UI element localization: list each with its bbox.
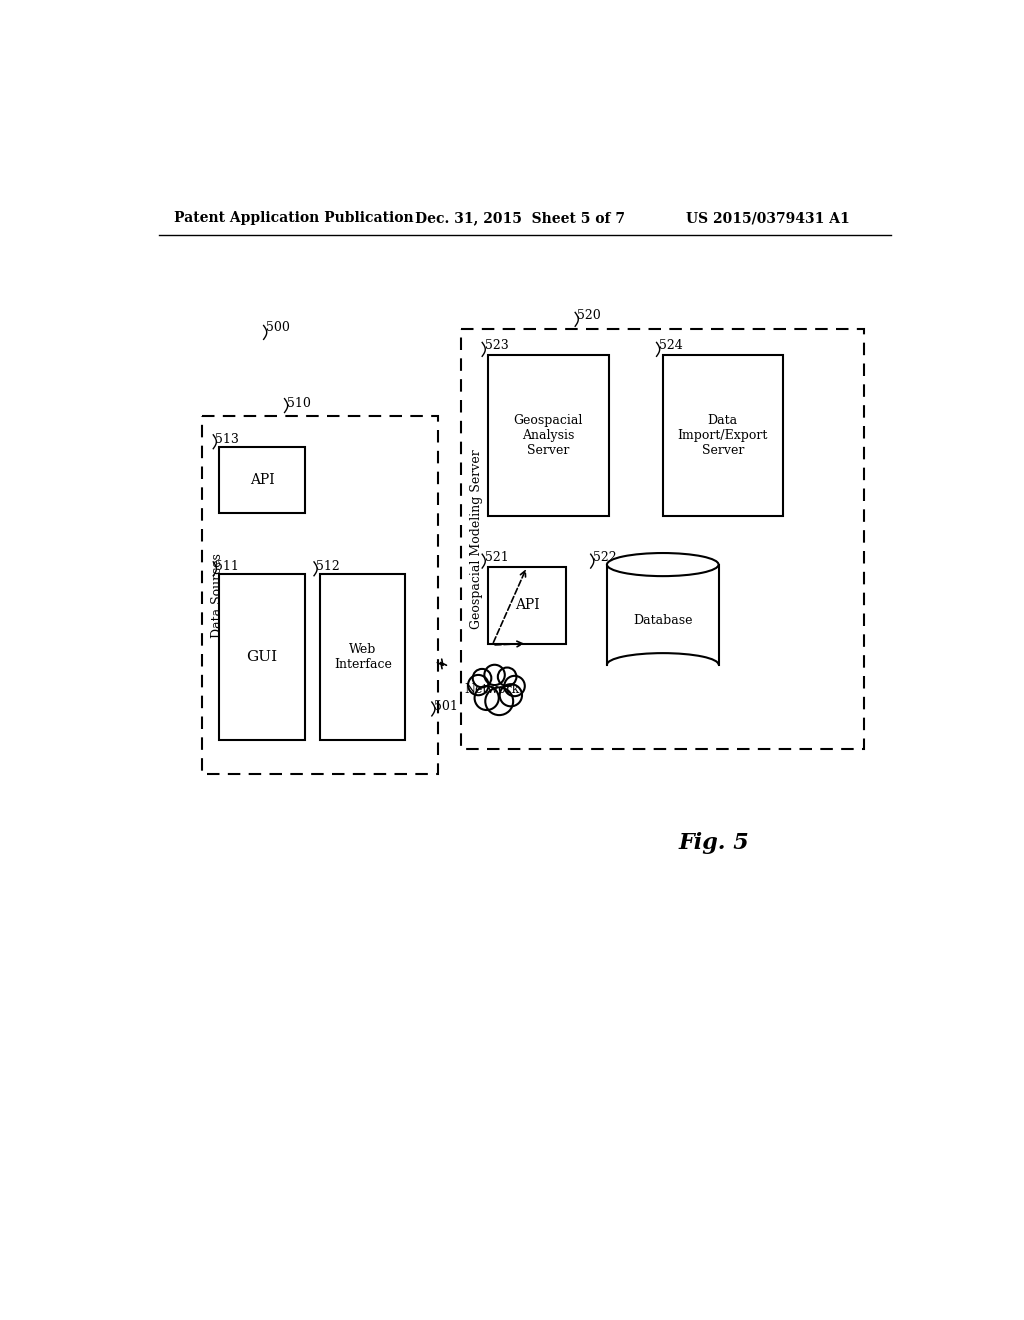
Text: 512: 512 <box>315 560 339 573</box>
Bar <box>607 565 719 665</box>
Bar <box>488 566 566 644</box>
Bar <box>219 574 305 739</box>
Text: Data Sources: Data Sources <box>211 553 223 638</box>
Text: US 2015/0379431 A1: US 2015/0379431 A1 <box>686 211 850 226</box>
Text: API: API <box>250 473 274 487</box>
Text: Data
Import/Export
Server: Data Import/Export Server <box>678 414 768 457</box>
Circle shape <box>500 684 522 706</box>
Circle shape <box>498 668 516 686</box>
Bar <box>461 330 864 748</box>
Text: 513: 513 <box>215 433 239 446</box>
Bar <box>321 574 406 739</box>
Circle shape <box>485 688 513 715</box>
Text: Geospacial
Analysis
Server: Geospacial Analysis Server <box>514 414 583 457</box>
Circle shape <box>474 686 499 710</box>
Text: Network: Network <box>465 684 520 696</box>
Text: 500: 500 <box>266 321 290 334</box>
Text: 520: 520 <box>578 309 601 322</box>
Text: Geospacial Modeling Server: Geospacial Modeling Server <box>470 449 483 630</box>
Text: 524: 524 <box>658 339 683 352</box>
Text: GUI: GUI <box>247 649 278 664</box>
Ellipse shape <box>607 553 719 576</box>
Bar <box>488 355 608 516</box>
Text: 511: 511 <box>215 560 239 573</box>
Text: Database: Database <box>633 614 692 627</box>
Bar <box>202 416 438 775</box>
Text: Dec. 31, 2015  Sheet 5 of 7: Dec. 31, 2015 Sheet 5 of 7 <box>415 211 625 226</box>
Text: 521: 521 <box>484 552 508 564</box>
Circle shape <box>473 669 492 688</box>
Bar <box>663 355 783 516</box>
Text: 510: 510 <box>287 397 310 411</box>
Text: 523: 523 <box>484 339 508 352</box>
Circle shape <box>468 675 488 696</box>
Circle shape <box>505 676 524 696</box>
Text: Web
Interface: Web Interface <box>334 643 392 671</box>
Text: 522: 522 <box>593 552 616 564</box>
Bar <box>219 447 305 512</box>
Text: Patent Application Publication: Patent Application Publication <box>174 211 414 226</box>
Circle shape <box>484 665 505 685</box>
Text: API: API <box>515 598 540 612</box>
Text: Fig. 5: Fig. 5 <box>678 832 749 854</box>
Text: 501: 501 <box>434 700 458 713</box>
